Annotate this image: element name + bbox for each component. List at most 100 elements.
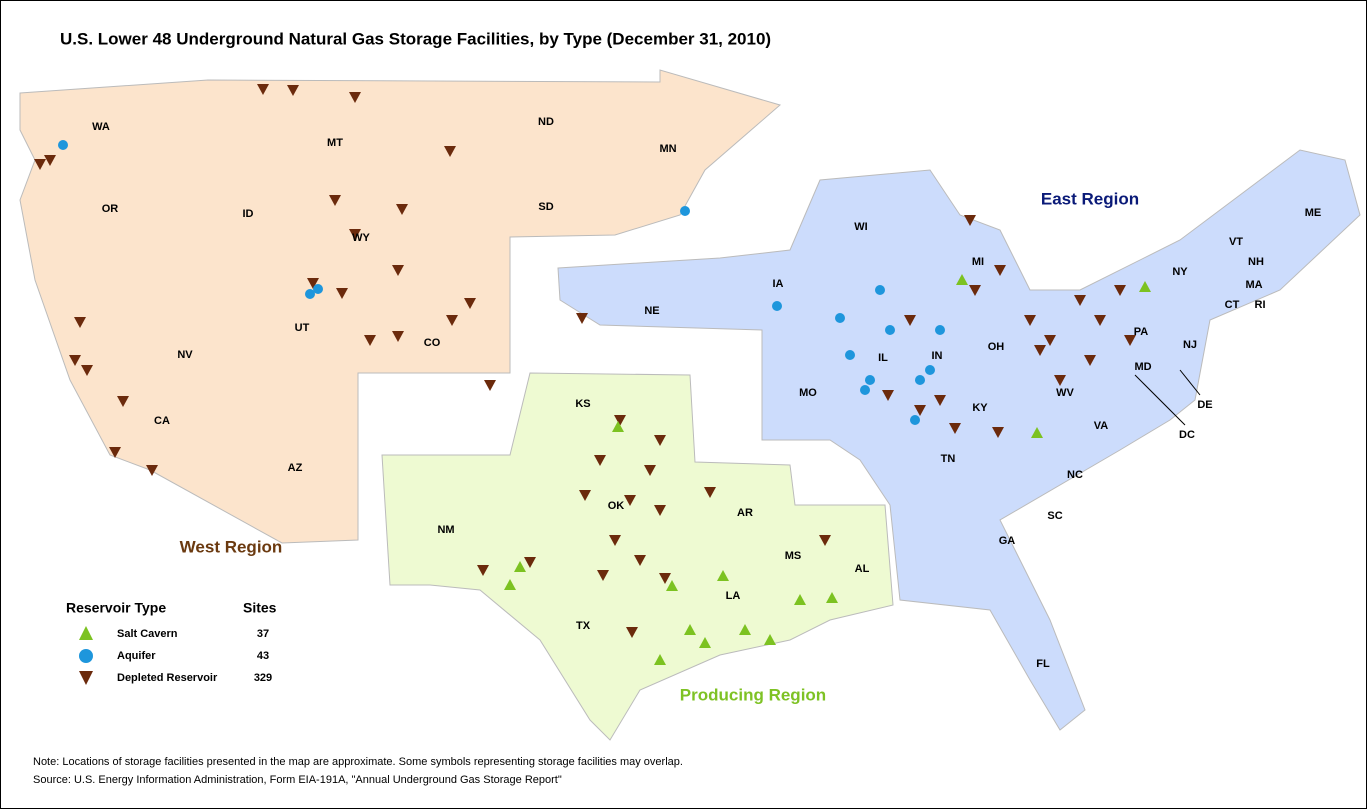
depleted-marker <box>1044 335 1056 346</box>
depleted-marker <box>969 285 981 296</box>
state-label: OK <box>608 500 625 512</box>
depleted-marker <box>287 85 299 96</box>
salt-cavern-marker <box>739 624 751 635</box>
state-label: TX <box>576 620 591 632</box>
depleted-marker <box>109 447 121 458</box>
depleted-marker <box>949 423 961 434</box>
state-label: UT <box>295 322 310 334</box>
state-label: SC <box>1047 510 1062 522</box>
state-label: NC <box>1067 469 1083 481</box>
state-label: FL <box>1036 658 1050 670</box>
state-label: AL <box>855 563 870 575</box>
depleted-marker <box>934 395 946 406</box>
depleted-marker <box>81 365 93 376</box>
salt-cavern-marker <box>1139 281 1151 292</box>
aquifer-marker <box>910 415 920 425</box>
state-label: MD <box>1134 361 1151 373</box>
state-label: NM <box>437 524 454 536</box>
aquifer-marker <box>915 375 925 385</box>
depleted-marker <box>364 335 376 346</box>
state-label: NH <box>1248 256 1264 268</box>
depleted-marker <box>257 84 269 95</box>
depleted-marker <box>477 565 489 576</box>
depleted-marker <box>904 315 916 326</box>
salt-cavern-marker <box>612 421 624 432</box>
depleted-marker <box>1124 335 1136 346</box>
legend-count: 37 <box>257 628 269 640</box>
depleted-marker <box>1054 375 1066 386</box>
depleted-marker <box>146 465 158 476</box>
state-label: LA <box>726 590 741 602</box>
state-label: IN <box>932 350 943 362</box>
aquifer-symbol <box>79 649 93 663</box>
state-label: CA <box>154 415 170 427</box>
depleted-marker <box>644 465 656 476</box>
state-label: OR <box>102 203 119 215</box>
depleted-marker <box>1074 295 1086 306</box>
depleted-symbol <box>79 671 93 685</box>
region-label: West Region <box>180 537 283 556</box>
state-label: NJ <box>1183 339 1197 351</box>
state-label: MA <box>1245 279 1262 291</box>
state-label: MI <box>972 256 984 268</box>
aquifer-marker <box>772 301 782 311</box>
depleted-marker <box>44 155 56 166</box>
legend-header: Sites <box>243 600 277 616</box>
depleted-marker <box>396 204 408 215</box>
state-label: MT <box>327 137 343 149</box>
salt-cavern-marker <box>764 634 776 645</box>
salt-cavern-marker <box>1031 427 1043 438</box>
depleted-marker <box>392 331 404 342</box>
leader-line <box>1134 374 1186 426</box>
depleted-marker <box>614 415 626 426</box>
legend-count: 43 <box>257 650 269 662</box>
salt-cavern-marker <box>666 580 678 591</box>
aquifer-marker <box>925 365 935 375</box>
region-label: Producing Region <box>680 685 826 704</box>
depleted-marker <box>882 390 894 401</box>
state-label: WA <box>92 121 110 133</box>
state-label: ME <box>1305 207 1322 219</box>
depleted-marker <box>349 92 361 103</box>
aquifer-marker <box>845 350 855 360</box>
state-label: AZ <box>288 462 303 474</box>
state-label: ID <box>243 208 254 220</box>
aquifer-marker <box>935 325 945 335</box>
depleted-marker <box>994 265 1006 276</box>
note: Note: Locations of storage facilities pr… <box>33 756 683 768</box>
aquifer-marker <box>58 140 68 150</box>
state-label: KS <box>575 398 590 410</box>
state-label: IL <box>878 352 888 364</box>
salt-cavern-marker <box>504 579 516 590</box>
state-label: TN <box>941 453 956 465</box>
aquifer-marker <box>875 285 885 295</box>
aquifer-marker <box>305 289 315 299</box>
depleted-marker <box>392 265 404 276</box>
depleted-marker <box>117 396 129 407</box>
markers <box>34 84 1151 665</box>
state-label: MO <box>799 387 817 399</box>
leader-line <box>1179 369 1201 396</box>
state-label: NV <box>177 349 193 361</box>
aquifer-marker <box>313 284 323 294</box>
depleted-marker <box>336 288 348 299</box>
depleted-marker <box>1114 285 1126 296</box>
state-label: CT <box>1225 299 1240 311</box>
state-label: AR <box>737 507 753 519</box>
aquifer-marker <box>860 385 870 395</box>
depleted-marker <box>704 487 716 498</box>
legend-label: Salt Cavern <box>117 628 178 640</box>
west-region <box>19 69 782 544</box>
aquifer-marker <box>835 313 845 323</box>
state-label: VT <box>1229 236 1243 248</box>
state-label: MS <box>785 550 802 562</box>
depleted-marker <box>914 405 926 416</box>
depleted-marker <box>349 229 361 240</box>
legend-label: Aquifer <box>117 650 156 662</box>
legend-count: 329 <box>254 672 272 684</box>
note: Source: U.S. Energy Information Administ… <box>33 774 562 786</box>
state-label: WI <box>854 221 867 233</box>
state-label: VA <box>1094 420 1109 432</box>
state-label: NE <box>644 305 659 317</box>
